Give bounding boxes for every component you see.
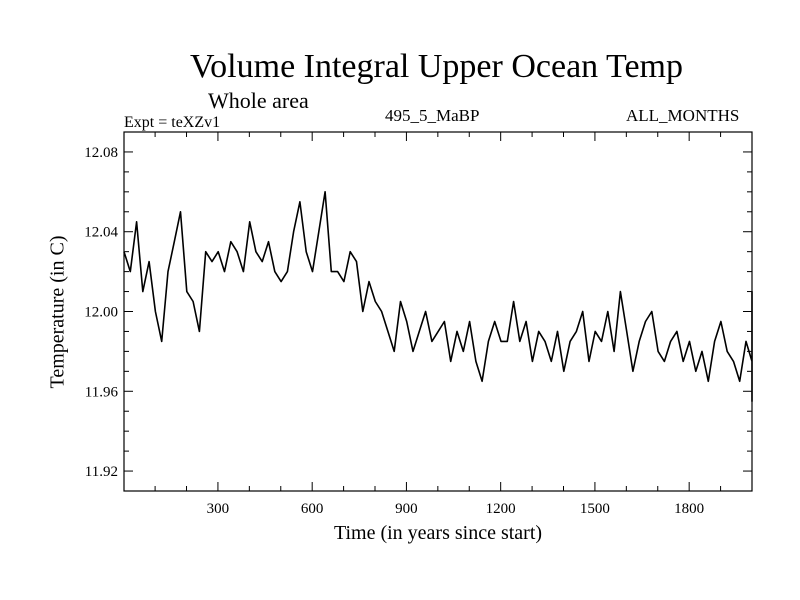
series-line xyxy=(123,191,753,403)
x-tick-label: 600 xyxy=(301,501,324,517)
chart-title: Volume Integral Upper Ocean Temp xyxy=(190,48,683,85)
y-tick-label: 11.96 xyxy=(85,384,119,400)
data-series xyxy=(123,191,753,403)
y-tick-label: 12.04 xyxy=(84,225,118,241)
y-tick-label: 11.92 xyxy=(85,464,118,480)
x-axis-label: Time (in years since start) xyxy=(333,522,543,544)
chart-subtitle: Whole area xyxy=(208,88,309,113)
experiment-label: Expt = teXZv1 xyxy=(124,114,221,131)
x-tick-label: 900 xyxy=(395,501,418,517)
axis-ticks xyxy=(124,131,752,492)
run-label: 495_5_MaBP xyxy=(385,106,480,125)
x-tick-label: 1500 xyxy=(580,501,610,517)
months-label: ALL_MONTHS xyxy=(626,106,740,125)
axis-tick-labels: 300 600 900 1200 1500 1800 11.92 11.96 12.00 12.0… xyxy=(84,145,704,517)
x-tick-label: 1800 xyxy=(674,501,704,517)
x-tick-label: 1200 xyxy=(486,501,516,517)
x-tick-label: 300 xyxy=(207,501,230,517)
y-tick-label: 12.08 xyxy=(84,145,118,161)
plot-frame xyxy=(123,131,753,492)
y-tick-label: 12.00 xyxy=(84,305,118,321)
